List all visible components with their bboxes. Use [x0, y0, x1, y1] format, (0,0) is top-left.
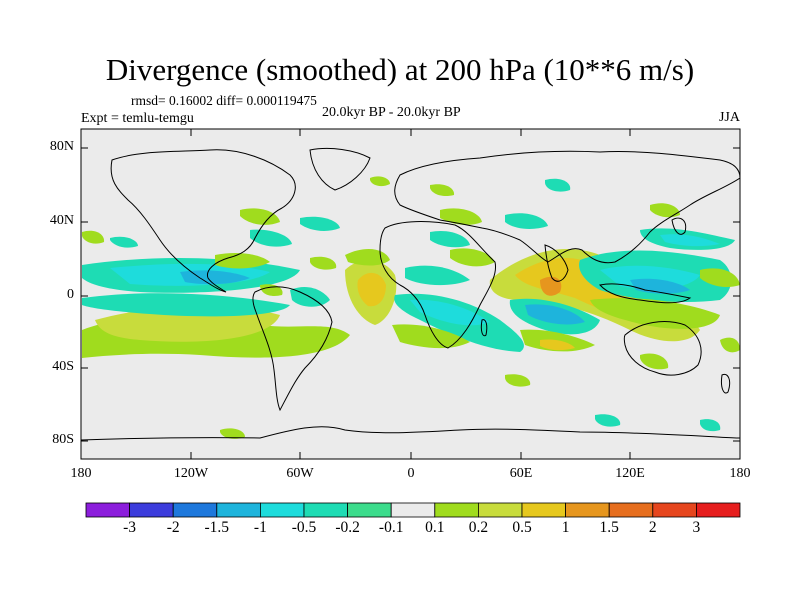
field-patch — [720, 337, 740, 353]
field-patch — [240, 208, 280, 225]
field-patch — [410, 299, 490, 326]
colorbar-swatch — [216, 502, 261, 518]
colorbar-tick-label: -0.5 — [291, 519, 317, 536]
colorbar-swatch — [521, 502, 566, 518]
colorbar-tick-label: -1.5 — [204, 519, 230, 536]
coastline-south-america — [252, 286, 333, 412]
colorbar-tick-label: -1 — [253, 519, 267, 536]
field-patch — [310, 256, 337, 270]
colorbar-tick-label: 2 — [648, 519, 657, 536]
lat-tick-label: 40N — [49, 213, 74, 228]
colorbar-tick-label: 1 — [561, 519, 570, 536]
field-patch — [650, 203, 680, 218]
colorbar-swatch — [129, 502, 174, 518]
field-patch — [357, 272, 386, 307]
colorbar-swatch — [434, 502, 479, 518]
colorbar-tick-label: -0.1 — [378, 519, 404, 536]
colorbar-swatch — [696, 502, 741, 518]
field-patch — [300, 216, 340, 231]
colorbar-swatch — [652, 502, 697, 518]
colorbar-swatch — [85, 502, 130, 518]
field-patch — [430, 184, 455, 197]
colorbar-tick-label: 3 — [692, 519, 701, 536]
divergence-field — [82, 176, 740, 439]
field-patch — [250, 229, 292, 247]
lat-tick-label: 0 — [67, 287, 74, 302]
colorbar-tick-label: 1.5 — [599, 519, 619, 536]
coastlines — [81, 147, 740, 459]
coastline-japan — [671, 217, 687, 235]
field-patch — [545, 178, 571, 192]
field-patch — [82, 230, 105, 244]
field-patch — [660, 234, 720, 247]
lon-tick-label: 180 — [70, 466, 92, 481]
season-label: JJA — [718, 110, 740, 125]
lat-tick-label: 40S — [52, 359, 74, 374]
colorbar-swatch — [303, 502, 348, 518]
field-patch — [82, 293, 290, 317]
field-patch — [345, 248, 390, 266]
lon-tick-label: 60E — [509, 466, 533, 481]
period-label: 20.0kyr BP - 20.0kyr BP — [322, 105, 461, 120]
colorbar-swatch — [477, 502, 523, 518]
colorbar-tick-label: -0.2 — [335, 519, 360, 536]
colorbar-tick-label: 0.2 — [468, 519, 489, 536]
coastline-indonesia — [599, 283, 692, 304]
lon-tick-label: 120W — [173, 466, 209, 481]
colorbar-swatch — [347, 502, 392, 518]
colorbar-swatch — [390, 502, 436, 518]
experiment-label: Expt = temlu-temgu — [81, 111, 194, 126]
lon-tick-label: 0 — [407, 466, 415, 481]
field-patch — [220, 428, 245, 439]
coastline-antarctica — [81, 426, 740, 459]
lat-tick-label: 80S — [52, 432, 74, 447]
lon-tick-label: 60W — [286, 466, 314, 481]
colorbar-swatch — [608, 502, 654, 518]
colorbar-tick-label: -2 — [166, 519, 180, 536]
field-patch — [180, 270, 250, 285]
coastline-africa — [379, 221, 497, 349]
lon-tick-label: 120E — [615, 466, 645, 481]
colorbar-swatch — [259, 502, 305, 518]
field-patch — [430, 230, 470, 248]
plot-title: Divergence (smoothed) at 200 hPa (10**6 … — [105, 52, 695, 87]
field-patch — [700, 268, 740, 288]
field-patch — [700, 419, 721, 432]
field-patch — [540, 276, 562, 296]
colorbar-swatch — [565, 502, 610, 518]
colorbar-tick-label: -3 — [123, 519, 137, 536]
field-patch — [370, 176, 390, 187]
colorbar-swatch — [172, 502, 218, 518]
field-patch — [440, 208, 482, 225]
coastline-eurasia — [394, 150, 740, 264]
colorbar-tick-label: 0.5 — [512, 519, 532, 536]
coastline-india — [544, 244, 569, 282]
field-patch — [595, 414, 621, 427]
coastline-greenland — [309, 147, 371, 191]
field-patch — [405, 265, 470, 286]
field-patch — [505, 374, 531, 387]
field-patch — [505, 213, 548, 229]
colorbar-tick-label: 0.1 — [425, 519, 445, 536]
coastline-north-america — [110, 149, 296, 293]
field-patch — [392, 324, 470, 349]
colorbar — [85, 502, 741, 518]
field-patch — [215, 252, 270, 269]
coastline-australia — [623, 321, 702, 376]
axis-ticks — [81, 129, 740, 459]
field-patch — [110, 236, 138, 248]
lat-tick-label: 80N — [49, 139, 74, 154]
coastline-new-zealand — [721, 373, 731, 394]
field-patch — [540, 339, 575, 351]
rmsd-stats: rmsd= 0.16002 diff= 0.000119475 — [131, 93, 317, 108]
field-patch — [590, 298, 720, 329]
coastline-madagascar — [480, 319, 488, 337]
field-patch — [640, 353, 669, 370]
field-patch — [525, 304, 585, 325]
lon-tick-label: 180 — [729, 466, 751, 481]
field-patch — [450, 248, 495, 267]
